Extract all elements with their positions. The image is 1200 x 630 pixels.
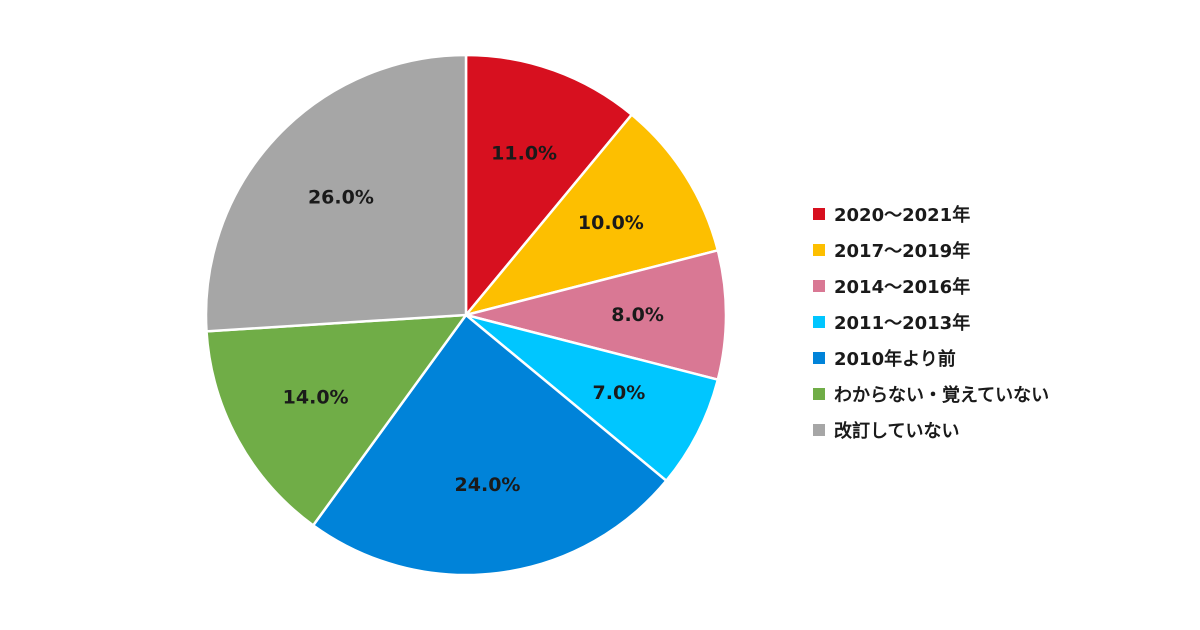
- legend-label: 2014～2016年: [834, 277, 971, 298]
- pie-slice-2017-2019: [462, 112, 720, 318]
- data-label-not-revised: 26.0%: [308, 187, 374, 209]
- legend-label: 2010年より前: [834, 349, 956, 370]
- pie-slices: [204, 53, 728, 577]
- pie-slice-not-revised: [204, 53, 468, 333]
- legend-label: 2017～2019年: [834, 241, 971, 262]
- legend-label: わからない・覚えていない: [834, 385, 1050, 406]
- data-label-2020-2021: 11.0%: [491, 143, 557, 165]
- legend-label: 改訂していない: [834, 421, 960, 442]
- legend-swatch: [813, 424, 825, 436]
- pie-slice-2020-2021: [464, 53, 634, 319]
- pie-slice-unknown: [205, 313, 469, 528]
- data-label-before-2010: 24.0%: [455, 474, 521, 496]
- legend-item-unknown: わからない・覚えていない: [813, 376, 1049, 412]
- legend-swatch: [813, 280, 825, 292]
- legend-swatch: [813, 208, 825, 220]
- legend: 2020～2021年 2017～2019年 2014～2016年 2011～20…: [813, 196, 1049, 448]
- legend-swatch: [813, 244, 825, 256]
- data-label-2017-2019: 10.0%: [578, 212, 644, 234]
- legend-item-2014-2016: 2014～2016年: [813, 268, 1049, 304]
- data-label-2014-2016: 8.0%: [611, 304, 664, 326]
- legend-item-2020-2021: 2020～2021年: [813, 196, 1049, 232]
- pie-slice-2011-2013: [465, 313, 720, 483]
- legend-item-2017-2019: 2017～2019年: [813, 232, 1049, 268]
- pie-slice-2014-2016: [465, 248, 728, 382]
- data-label-unknown: 14.0%: [283, 387, 349, 409]
- legend-swatch: [813, 352, 825, 364]
- pie-data-labels: 11.0% 10.0% 8.0% 7.0% 24.0% 14.0% 26.0%: [283, 143, 664, 497]
- legend-swatch: [813, 388, 825, 400]
- pie-slice-before-2010: [311, 313, 669, 577]
- data-label-2011-2013: 7.0%: [593, 382, 646, 404]
- legend-item-2011-2013: 2011～2013年: [813, 304, 1049, 340]
- legend-label: 2020～2021年: [834, 205, 971, 226]
- legend-swatch: [813, 316, 825, 328]
- legend-item-not-revised: 改訂していない: [813, 412, 1049, 448]
- legend-item-before-2010: 2010年より前: [813, 340, 1049, 376]
- legend-label: 2011～2013年: [834, 313, 971, 334]
